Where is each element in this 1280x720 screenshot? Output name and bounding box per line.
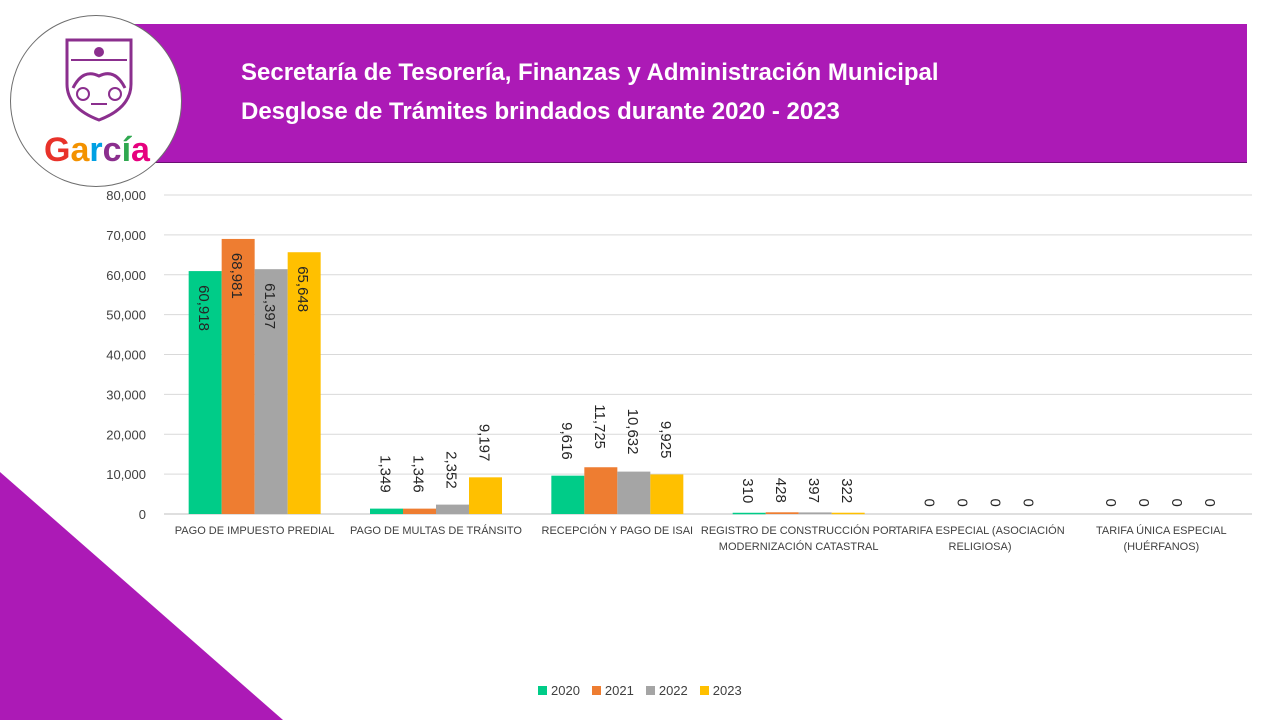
bar [584, 467, 618, 514]
y-tick-label: 70,000 [106, 228, 146, 243]
data-label: 10,632 [624, 409, 641, 455]
y-tick-label: 50,000 [106, 308, 146, 323]
page-subtitle: Desglose de Trámites brindados durante 2… [241, 98, 840, 125]
x-tick-label: (HUÉRFANOS) [1123, 540, 1199, 553]
data-label: 428 [772, 478, 789, 503]
bar [403, 508, 436, 514]
legend-label: 2020 [551, 683, 580, 698]
bar [650, 474, 684, 514]
legend-item: 2023 [699, 683, 742, 698]
page-title: Secretaría de Tesorería, Finanzas y Admi… [241, 59, 939, 86]
bar [287, 252, 321, 514]
x-tick-label: MODERNIZACIÓN CATASTRAL [719, 540, 879, 553]
legend-item: 2022 [645, 683, 688, 698]
bar [469, 477, 502, 514]
x-tick-label: RECEPCIÓN Y PAGO DE ISAI [542, 524, 694, 537]
data-label: 0 [1020, 499, 1037, 507]
bar [765, 512, 799, 514]
legend-label: 2021 [604, 683, 634, 698]
y-tick-label: 40,000 [106, 348, 146, 363]
bar [188, 271, 222, 514]
legend-swatch [538, 686, 547, 695]
data-label: 61,397 [261, 283, 278, 329]
data-label: 60,918 [195, 285, 212, 331]
data-label: 0 [1102, 499, 1119, 507]
y-tick-label: 20,000 [106, 427, 146, 442]
x-tick-label: TARIFA ÚNICA ESPECIAL [1096, 524, 1227, 537]
logo: García [10, 15, 182, 187]
x-tick-label: PAGO DE MULTAS DE TRÁNSITO [350, 524, 522, 537]
data-label: 0 [1168, 499, 1185, 507]
legend-swatch [645, 686, 655, 695]
data-label: 68,981 [228, 253, 245, 299]
x-tick-label: PAGO DE IMPUESTO PREDIAL [175, 525, 335, 537]
bar [831, 512, 865, 515]
data-label: 9,616 [558, 422, 575, 460]
legend-swatch [699, 686, 709, 695]
data-label: 0 [987, 499, 1004, 507]
bar [551, 475, 585, 514]
bar [732, 512, 766, 515]
legend-item: 2021 [591, 683, 634, 698]
y-tick-label: 30,000 [106, 387, 146, 402]
data-label: 322 [838, 478, 855, 503]
bar [617, 471, 651, 514]
bar [798, 512, 832, 514]
bar [221, 238, 255, 514]
legend-label: 2022 [658, 683, 688, 698]
bar [254, 269, 288, 514]
data-label: 11,725 [591, 404, 608, 449]
y-tick-label: 80,000 [106, 188, 146, 203]
y-tick-label: 10,000 [106, 467, 146, 482]
header-banner [130, 24, 1247, 163]
data-label: 397 [805, 478, 822, 503]
bar [370, 508, 403, 514]
legend-item: 2020 [538, 683, 580, 698]
chart-legend: 2020 2021 2022 2023 [538, 683, 742, 698]
data-label: 9,197 [476, 424, 493, 462]
legend-label: 2023 [712, 683, 742, 698]
bar [436, 504, 469, 514]
data-label: 0 [1201, 499, 1218, 507]
y-tick-label: 0 [139, 507, 146, 522]
data-label: 9,925 [657, 421, 674, 459]
data-label: 2,352 [443, 451, 460, 489]
data-label: 0 [954, 499, 971, 507]
data-label: 0 [921, 499, 938, 507]
x-tick-label: RELIGIOSA) [949, 541, 1012, 553]
data-label: 1,349 [377, 455, 394, 493]
logo-text: García [44, 131, 151, 169]
y-tick-label: 60,000 [106, 268, 146, 283]
data-label: 1,346 [410, 455, 427, 493]
legend-swatch [591, 686, 601, 695]
data-label: 0 [1135, 499, 1152, 507]
x-tick-label: REGISTRO DE CONSTRUCCIÓN POR [701, 524, 897, 537]
garcia-shield-icon: García [44, 38, 151, 169]
data-label: 65,648 [294, 266, 311, 312]
data-label: 310 [739, 478, 756, 503]
x-tick-label: TARIFA ESPECIAL (ASOCIACIÓN [895, 524, 1064, 537]
